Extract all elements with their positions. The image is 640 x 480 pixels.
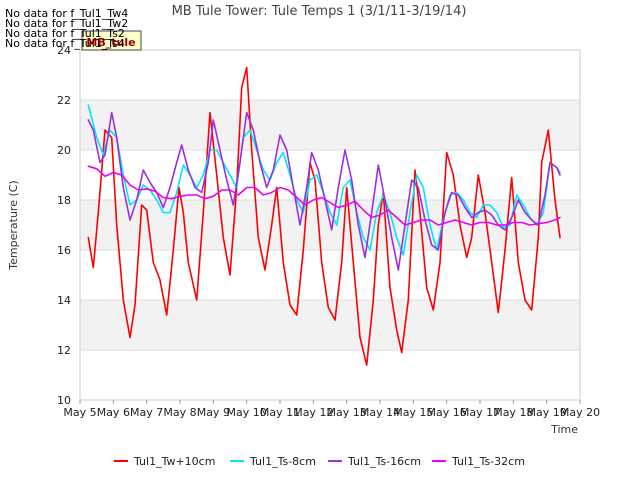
y-tick-label: 16 bbox=[57, 244, 71, 257]
x-tick-label: May 19 bbox=[527, 406, 567, 419]
y-tick-label: 18 bbox=[57, 194, 71, 207]
badge-label: MB_tule bbox=[86, 36, 135, 49]
x-tick-label: May 16 bbox=[427, 406, 467, 419]
y-axis-label: Temperature (C) bbox=[7, 180, 20, 270]
plot-frame bbox=[79, 49, 581, 401]
y-tick-label: 24 bbox=[57, 44, 71, 57]
no-data-message-4: No data for f_Tul1_Ts4 bbox=[5, 37, 125, 50]
band-0 bbox=[80, 300, 580, 350]
x-tick-label: May 10 bbox=[227, 406, 267, 419]
series-line-tul1-ts-32cm bbox=[87, 165, 561, 226]
x-tick-label: May 14 bbox=[360, 406, 400, 419]
x-tick-label: May 15 bbox=[393, 406, 433, 419]
x-tick-label: May 5 bbox=[63, 406, 96, 419]
legend-label: Tul1_Ts-8cm bbox=[249, 455, 316, 468]
x-tick-label: May 6 bbox=[97, 406, 130, 419]
no-data-message-1: No data for f_Tul1_Tw4 bbox=[5, 7, 129, 20]
y-tick-label: 10 bbox=[57, 394, 71, 407]
y-tick-label: 14 bbox=[57, 294, 71, 307]
x-axis-label: Time bbox=[550, 423, 578, 436]
x-tick-label: May 18 bbox=[493, 406, 533, 419]
y-axis: 10 12 14 16 18 20 22 24 bbox=[57, 44, 71, 407]
series-line-tul1-tw-10cm bbox=[87, 66, 561, 366]
legend-label: Tul1_Tw+10cm bbox=[133, 455, 215, 468]
badge-box bbox=[81, 30, 142, 51]
y-tick-label: 20 bbox=[57, 144, 71, 157]
series-line-tul1-ts-8cm bbox=[87, 104, 561, 256]
x-tick-label: May 17 bbox=[460, 406, 500, 419]
y-tick-label: 12 bbox=[57, 344, 71, 357]
no-data-message-2: No data for f_Tul1_Tw2 bbox=[5, 17, 129, 30]
x-tick-label: May 11 bbox=[260, 406, 300, 419]
legend-label: Tul1_Ts-16cm bbox=[347, 455, 421, 468]
x-tick-label: May 13 bbox=[327, 406, 367, 419]
no-data-message-3: No data for f_Tul1_Ts2 bbox=[5, 27, 125, 40]
x-tick-label: May 7 bbox=[130, 406, 163, 419]
legend: Tul1_Tw+10cm Tul1_Ts-8cm Tul1_Ts-16cm Tul1_… bbox=[114, 455, 525, 468]
x-tick-label: May 9 bbox=[197, 406, 230, 419]
band-2 bbox=[80, 100, 580, 150]
legend-label: Tul1_Ts-32cm bbox=[451, 455, 525, 468]
x-tick-label: May 20 bbox=[560, 406, 600, 419]
y-tick-label: 22 bbox=[57, 94, 71, 107]
x-tick-label: May 12 bbox=[293, 406, 333, 419]
series-lines bbox=[87, 66, 561, 366]
chart-title: MB Tule Tower: Tule Temps 1 (3/1/11-3/19… bbox=[172, 4, 467, 19]
x-tick-label: May 8 bbox=[163, 406, 196, 419]
series-line-tul1-ts-16cm bbox=[87, 111, 561, 271]
